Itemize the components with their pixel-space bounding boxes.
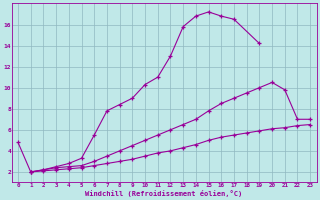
X-axis label: Windchill (Refroidissement éolien,°C): Windchill (Refroidissement éolien,°C) [85,190,243,197]
